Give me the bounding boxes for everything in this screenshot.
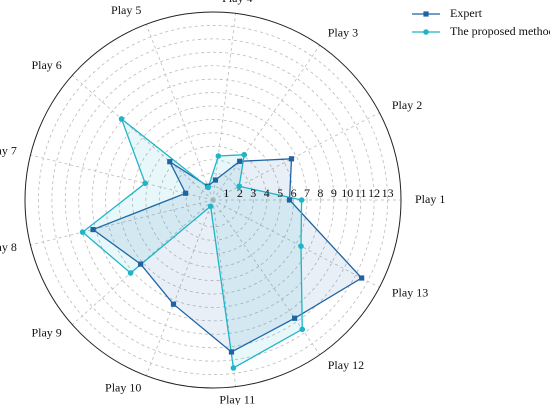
r-tick-label: 3 xyxy=(250,186,256,200)
grid-circle xyxy=(118,105,308,295)
grid-spoke xyxy=(72,199,214,325)
series-area xyxy=(81,117,303,369)
category-label: Play 4 xyxy=(222,0,252,5)
legend-label: Expert xyxy=(450,6,483,20)
marker xyxy=(292,315,298,321)
marker xyxy=(138,261,144,267)
category-label: Play 10 xyxy=(105,381,141,395)
category-label: Play 3 xyxy=(328,26,358,40)
marker xyxy=(286,197,293,203)
marker xyxy=(359,275,365,281)
marker xyxy=(215,153,222,159)
marker xyxy=(90,226,96,233)
category-label: Play 5 xyxy=(111,3,141,17)
grid-spoke xyxy=(30,199,214,246)
grid-spoke xyxy=(145,199,214,376)
category-label: Play 8 xyxy=(0,240,17,254)
grid-circle xyxy=(172,159,254,241)
marker xyxy=(167,159,173,165)
marker xyxy=(241,151,248,158)
marker xyxy=(127,270,134,276)
r-tick-label: 2 xyxy=(237,186,243,200)
legend-marker xyxy=(423,11,429,17)
grid-spoke xyxy=(212,13,237,201)
category-label: Play 9 xyxy=(31,326,61,340)
grid-circle xyxy=(105,92,321,308)
marker xyxy=(212,177,219,183)
marker xyxy=(298,243,304,249)
marker xyxy=(205,184,212,191)
r-tick-label: 11 xyxy=(355,186,367,200)
legend-label: The proposed method xyxy=(450,24,550,38)
grid-circle xyxy=(158,145,268,255)
r-tick-label: 10 xyxy=(341,186,353,200)
r-tick-label: 8 xyxy=(317,186,323,200)
r-tick-label: 5 xyxy=(277,186,283,200)
grid-spoke xyxy=(212,45,321,201)
category-label: Play 13 xyxy=(392,286,428,300)
marker xyxy=(142,180,149,187)
grid-spoke xyxy=(145,24,214,201)
legend-marker xyxy=(423,29,429,35)
marker xyxy=(237,158,243,164)
grid-spoke xyxy=(72,75,214,201)
marker xyxy=(207,203,214,210)
r-tick-label: 4 xyxy=(264,186,270,200)
marker xyxy=(79,229,86,235)
grid-circle xyxy=(64,51,362,349)
marker xyxy=(299,326,306,333)
r-tick-label: 12 xyxy=(368,186,380,200)
marker xyxy=(183,190,189,196)
grid-spoke xyxy=(212,199,380,288)
category-label: Play 11 xyxy=(219,392,255,405)
r-tick-label: 9 xyxy=(331,186,337,200)
r-tick-label: 6 xyxy=(291,186,297,200)
marker xyxy=(236,183,242,190)
r-tick-label: 7 xyxy=(304,186,310,200)
marker xyxy=(298,197,305,203)
marker xyxy=(228,349,235,355)
series-area xyxy=(91,158,363,353)
marker xyxy=(170,301,177,307)
category-label: Play 12 xyxy=(328,358,364,372)
category-label: Play 1 xyxy=(415,192,445,206)
marker xyxy=(230,365,237,371)
marker xyxy=(118,116,125,122)
r-tick-label: 1 xyxy=(223,186,229,200)
category-label: Play 6 xyxy=(31,58,61,72)
r-tick-label: 13 xyxy=(382,186,394,200)
grid-circle xyxy=(51,38,375,362)
outer-circle xyxy=(24,11,402,389)
category-label: Play 2 xyxy=(392,98,422,112)
grid-spoke xyxy=(30,154,214,201)
marker xyxy=(288,156,295,162)
category-label: Play 7 xyxy=(0,143,17,157)
